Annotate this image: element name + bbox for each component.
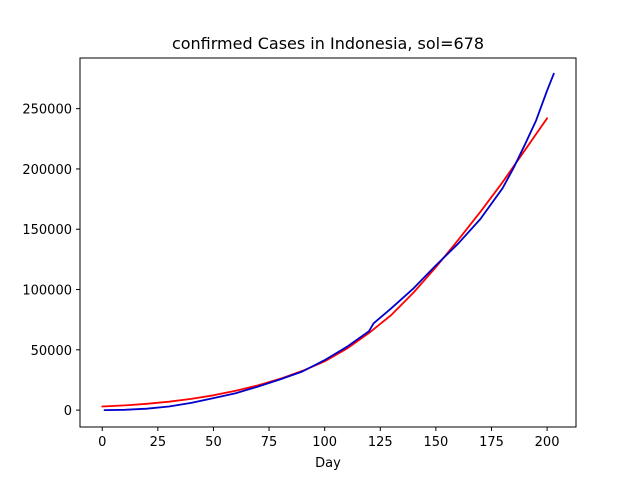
x-tick-label: 150: [423, 435, 448, 450]
x-tick-label: 0: [98, 435, 106, 450]
x-tick-label: 25: [150, 435, 167, 450]
y-tick-label: 100000: [22, 284, 72, 299]
x-tick-label: 50: [205, 435, 222, 450]
y-axis: 0 50000 100000 150000 200000 250000: [22, 103, 80, 419]
y-tick-label: 50000: [31, 344, 72, 359]
x-axis: 0 25 50 75 100 125 150 175 200: [98, 427, 559, 450]
x-tick-label: 125: [368, 435, 393, 450]
series-line-1: [101, 117, 548, 408]
chart-title: confirmed Cases in Indonesia, sol=678: [172, 34, 484, 53]
x-tick-label: 75: [261, 435, 278, 450]
series-layer: [101, 72, 555, 412]
y-tick-label: 250000: [22, 103, 72, 118]
y-tick-label: 150000: [22, 223, 72, 238]
plot-frame: [79, 57, 577, 428]
x-tick-label: 100: [312, 435, 337, 450]
x-tick-label: 175: [479, 435, 504, 450]
x-axis-label: Day: [315, 456, 341, 471]
series-line-2: [103, 72, 555, 412]
x-tick-label: 200: [535, 435, 560, 450]
y-tick-label: 0: [64, 404, 72, 419]
y-tick-label: 200000: [22, 163, 72, 178]
